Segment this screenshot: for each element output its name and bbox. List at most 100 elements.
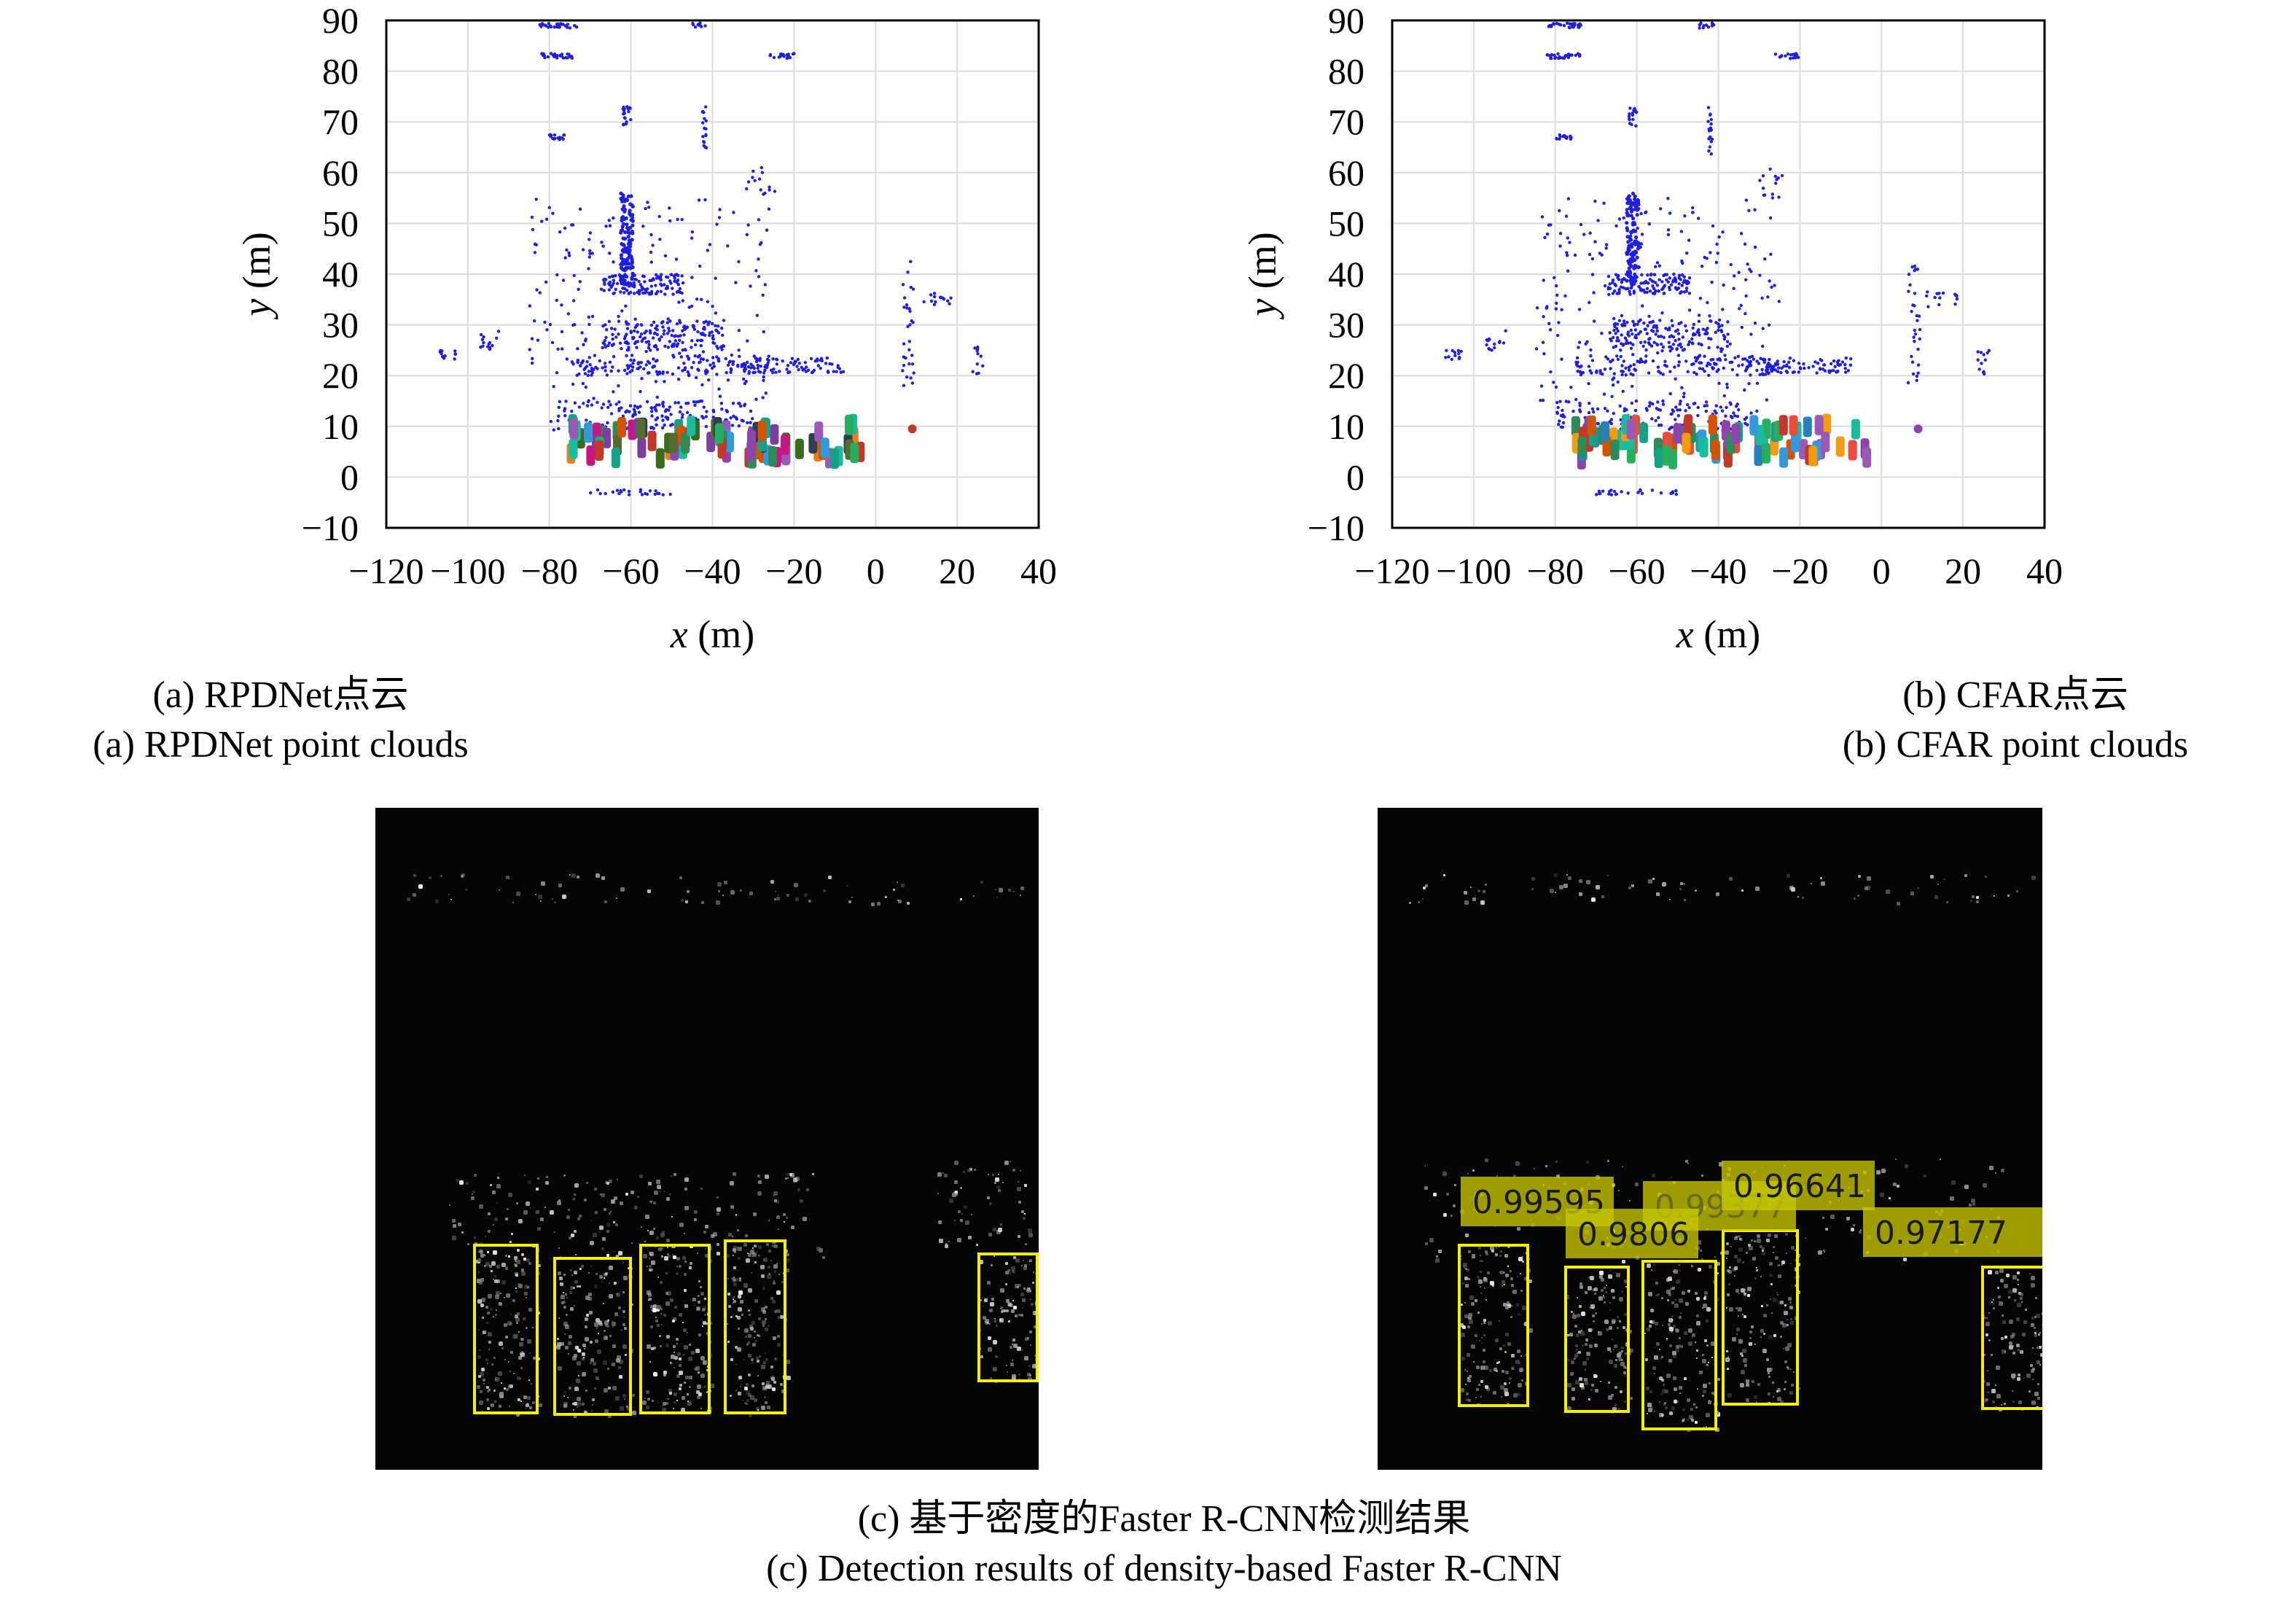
x-tick-label: −40 bbox=[1690, 550, 1746, 591]
point bbox=[911, 287, 915, 291]
point bbox=[625, 226, 630, 230]
point bbox=[1639, 488, 1642, 493]
point bbox=[1627, 368, 1631, 372]
point bbox=[1628, 205, 1633, 209]
point bbox=[932, 292, 937, 295]
speckle bbox=[594, 1188, 598, 1191]
cluster-point bbox=[655, 448, 665, 469]
point bbox=[1748, 355, 1752, 359]
point bbox=[907, 340, 912, 343]
point bbox=[1916, 347, 1920, 351]
speckle bbox=[693, 1209, 698, 1214]
point bbox=[536, 338, 540, 342]
speckle bbox=[795, 897, 800, 901]
point bbox=[1645, 332, 1649, 335]
point bbox=[1539, 384, 1544, 388]
point bbox=[1700, 367, 1705, 371]
speckle bbox=[595, 873, 600, 879]
point bbox=[1844, 370, 1848, 374]
speckle bbox=[1852, 1223, 1855, 1226]
point bbox=[1619, 285, 1623, 289]
point bbox=[604, 491, 607, 496]
point bbox=[655, 273, 658, 277]
point bbox=[1636, 226, 1639, 230]
point bbox=[1502, 341, 1506, 345]
point bbox=[797, 367, 800, 372]
point bbox=[673, 276, 676, 280]
speckle bbox=[601, 1247, 605, 1250]
speckle bbox=[655, 1236, 659, 1239]
speckle bbox=[786, 1360, 791, 1365]
point bbox=[671, 343, 675, 346]
point bbox=[670, 273, 673, 276]
point bbox=[1718, 358, 1722, 362]
point bbox=[1543, 235, 1547, 239]
point bbox=[1596, 421, 1601, 426]
point bbox=[1773, 52, 1778, 56]
point bbox=[622, 218, 626, 222]
point bbox=[1813, 360, 1817, 364]
point bbox=[720, 327, 724, 330]
point bbox=[929, 293, 933, 297]
point bbox=[1716, 252, 1719, 255]
point bbox=[600, 406, 604, 410]
point bbox=[1629, 234, 1633, 238]
point bbox=[1777, 366, 1781, 370]
point bbox=[600, 241, 604, 244]
y-tick-label: 50 bbox=[1328, 203, 1364, 244]
speckle bbox=[1699, 1250, 1702, 1253]
speckle bbox=[732, 1235, 734, 1237]
point bbox=[1609, 359, 1612, 364]
point bbox=[1648, 289, 1652, 293]
point bbox=[1725, 382, 1729, 386]
point bbox=[1703, 255, 1706, 260]
speckle bbox=[1018, 1234, 1020, 1238]
point bbox=[1457, 351, 1461, 356]
point bbox=[1743, 242, 1747, 246]
speckle bbox=[884, 895, 887, 898]
point bbox=[764, 364, 768, 367]
point bbox=[650, 414, 654, 418]
point bbox=[700, 110, 704, 114]
point bbox=[622, 488, 626, 492]
speckle bbox=[694, 1218, 698, 1221]
point bbox=[654, 359, 658, 363]
point bbox=[905, 303, 909, 307]
point bbox=[1630, 245, 1634, 249]
point bbox=[1639, 246, 1642, 249]
point bbox=[1698, 361, 1701, 365]
point bbox=[1651, 402, 1655, 406]
point bbox=[1679, 345, 1683, 349]
point bbox=[781, 359, 784, 363]
speckle bbox=[488, 1212, 491, 1216]
point bbox=[1675, 347, 1679, 351]
point bbox=[1612, 489, 1617, 494]
point bbox=[1687, 238, 1691, 242]
point bbox=[606, 421, 609, 425]
point bbox=[757, 218, 761, 222]
point bbox=[1660, 287, 1664, 292]
point bbox=[1541, 340, 1545, 344]
speckle bbox=[1446, 1193, 1450, 1196]
cluster-point bbox=[647, 430, 657, 451]
point bbox=[1983, 358, 1987, 362]
point bbox=[601, 402, 606, 406]
speckle bbox=[684, 1187, 688, 1191]
point bbox=[630, 284, 635, 288]
point bbox=[581, 248, 585, 252]
point bbox=[757, 257, 760, 261]
speckle bbox=[457, 1222, 461, 1226]
point bbox=[1976, 350, 1980, 354]
x-axis-label: x (m) bbox=[1676, 612, 1760, 656]
speckle bbox=[406, 897, 410, 902]
speckle bbox=[871, 902, 875, 906]
point bbox=[628, 209, 632, 213]
point bbox=[719, 402, 724, 405]
point bbox=[639, 361, 643, 365]
point bbox=[1718, 318, 1722, 322]
point bbox=[1682, 281, 1685, 284]
point bbox=[551, 211, 555, 215]
point bbox=[752, 367, 757, 370]
point bbox=[1693, 402, 1697, 405]
point bbox=[639, 490, 642, 494]
